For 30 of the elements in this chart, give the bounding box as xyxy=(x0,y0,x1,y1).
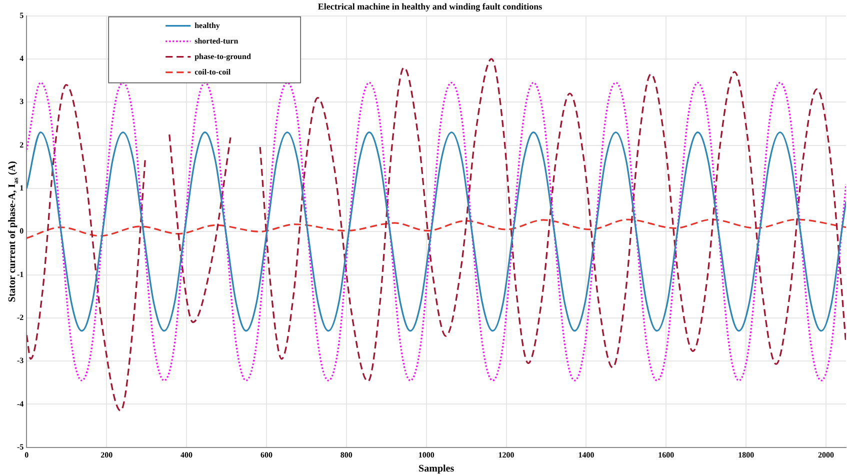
x-tick-label: 200 xyxy=(100,450,113,460)
y-tick-label: -4 xyxy=(16,399,24,408)
x-tick-label: 1400 xyxy=(578,450,594,460)
y-tick-label: -5 xyxy=(16,442,24,452)
line-series xyxy=(26,218,846,239)
legend-label: coil-to-coil xyxy=(194,67,232,76)
x-axis-title: Samples xyxy=(418,464,454,475)
x-tick-label: 1000 xyxy=(418,450,434,460)
y-tick-label: 2 xyxy=(20,140,24,150)
x-tick-label: 1600 xyxy=(658,450,674,460)
x-tick-label: 400 xyxy=(180,450,193,460)
y-tick-label: -3 xyxy=(16,356,24,366)
x-tick-label: 1800 xyxy=(738,450,754,460)
y-tick-label: 3 xyxy=(20,97,24,106)
y-tick-label: 4 xyxy=(20,54,24,64)
x-tick-label: 1200 xyxy=(498,450,514,460)
y-tick-label: -2 xyxy=(16,312,24,322)
x-tick-label: 600 xyxy=(260,450,272,460)
legend-label: healthy xyxy=(194,20,220,30)
y-tick-label: 1 xyxy=(20,184,24,193)
chart-title: Electrical machine in healthy and winding fault conditions xyxy=(318,2,543,12)
legend-label: phase-to-ground xyxy=(194,52,252,61)
line-series xyxy=(26,82,846,382)
y-tick-label: 0 xyxy=(20,226,24,236)
x-tick-label: 2000 xyxy=(818,450,834,460)
y-tick-label: -1 xyxy=(16,270,24,279)
legend-label: shorted-turn xyxy=(194,36,239,46)
x-tick-label: 800 xyxy=(340,450,352,460)
y-tick-label: 5 xyxy=(20,10,24,20)
line-series xyxy=(26,132,846,332)
